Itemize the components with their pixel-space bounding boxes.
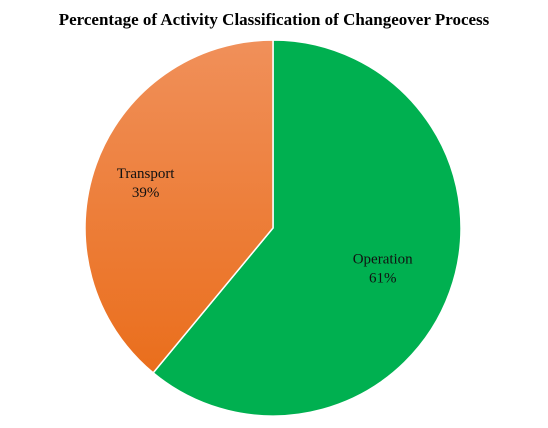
slice-label-transport: Transport (117, 166, 176, 182)
slice-value-operation: 61% (369, 271, 397, 287)
pie-slice-transport (84, 39, 274, 374)
pie-slice-operation (152, 39, 462, 417)
slice-label-operation: Operation (353, 252, 413, 268)
slice-value-transport: 39% (132, 185, 160, 201)
chart-title: Percentage of Activity Classification of… (58, 10, 490, 29)
